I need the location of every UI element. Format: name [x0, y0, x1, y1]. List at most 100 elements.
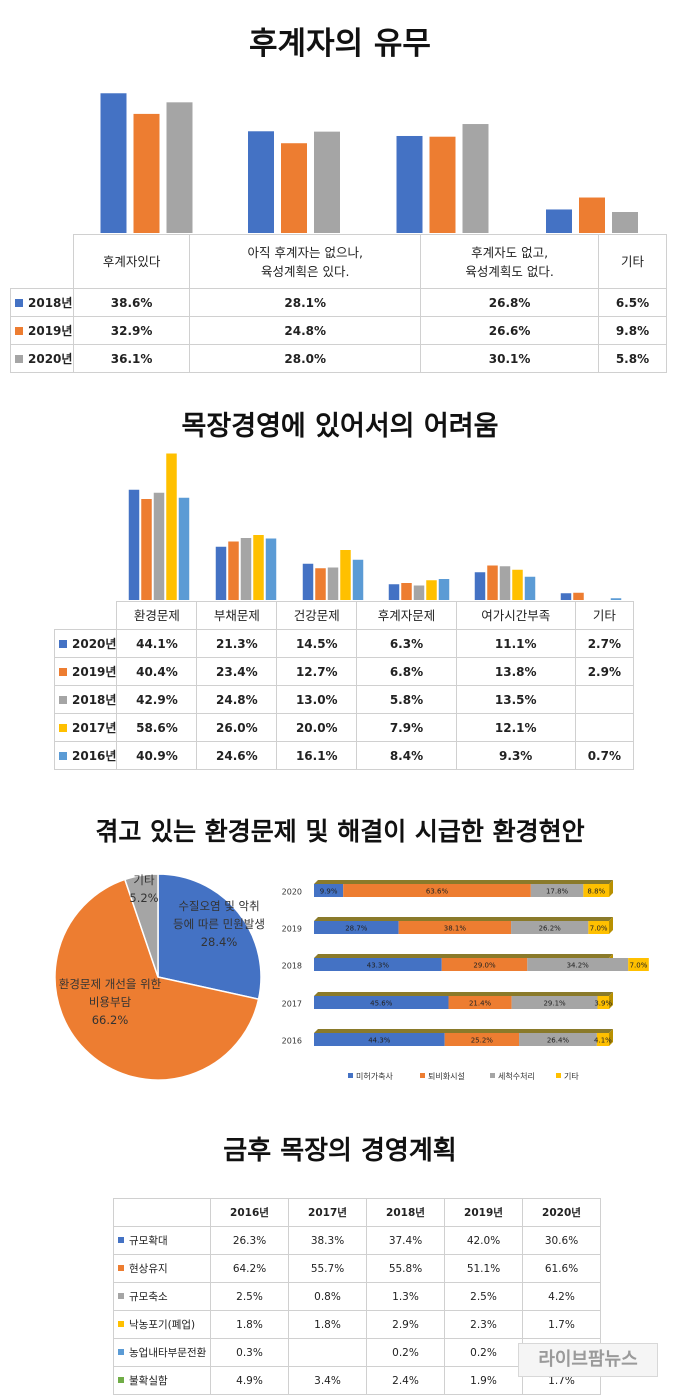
bar-2018년-0 — [153, 492, 165, 600]
chart3-area: 수질오염 및 악취 등에 따른 민원발생 28.4%환경문제 개선을 위한 비용부담 6… — [54, 873, 649, 1081]
bar-side-face — [609, 992, 613, 1009]
series-label: 2019년 — [10, 316, 74, 345]
legend-swatch — [15, 326, 23, 335]
legend-swatch — [348, 1073, 353, 1078]
table-row: 2016년 40.9% 24.6% 16.1% 8.4% 9.3% 0.7% — [53, 741, 635, 770]
bar-top-face — [314, 1029, 613, 1033]
bar-2016년-5 — [610, 598, 622, 600]
stack-seg-기타 — [597, 996, 609, 1009]
pie-label-2: 기타 5.2% — [129, 873, 158, 905]
value-cell: 1.8% — [210, 1310, 289, 1339]
category-label: 건강문제 — [276, 601, 358, 630]
value-cell: 6.3% — [356, 629, 457, 658]
value-cell: 11.1% — [455, 629, 576, 658]
value-cell: 44.1% — [116, 629, 198, 658]
stack-seg-label: 44.3% — [368, 1037, 391, 1045]
legend-swatch — [118, 1237, 124, 1243]
stack-seg-미허가축사 — [314, 921, 399, 934]
table-row: 현상유지 64.2% 55.7% 55.8% 51.1% 61.6% — [113, 1254, 601, 1283]
chart2-bars — [128, 453, 622, 600]
bar-2018년-1 — [248, 131, 274, 233]
bar-2020년-4 — [474, 572, 486, 600]
stack-seg-세척수처리 — [519, 1033, 597, 1046]
stack-seg-label: 8.8% — [587, 888, 605, 896]
legend-swatch — [118, 1321, 124, 1327]
value-cell: 26.6% — [420, 316, 599, 345]
value-cell: 30.6% — [522, 1226, 601, 1255]
value-cell: 0.8% — [288, 1282, 367, 1311]
bar-year-label: 2017 — [282, 1000, 302, 1009]
value-cell: 0.2% — [366, 1338, 445, 1367]
table-row: 2018년 38.6% 28.1% 26.8% 6.5% — [10, 288, 668, 317]
stack-seg-label: 26.4% — [547, 1037, 570, 1045]
table-row: 2019년 32.9% 24.8% 26.6% 9.8% — [10, 316, 668, 345]
value-cell: 26.3% — [210, 1226, 289, 1255]
stack-seg-label: 29.1% — [543, 1000, 566, 1008]
value-cell: 23.4% — [196, 657, 278, 686]
stack-seg-기타 — [583, 884, 610, 897]
value-cell: 2.9% — [366, 1310, 445, 1339]
stack-seg-label: 25.2% — [471, 1037, 494, 1045]
value-cell: 12.7% — [276, 657, 358, 686]
table-row: 규모축소 2.5% 0.8% 1.3% 2.5% 4.2% — [113, 1282, 601, 1311]
bar-2016년-3 — [438, 579, 450, 600]
bar-top-face — [314, 917, 613, 921]
value-cell: 5.8% — [597, 344, 668, 373]
value-cell: 0.2% — [444, 1338, 523, 1367]
stack-seg-label: 17.8% — [546, 888, 569, 896]
table-row: 낙농포기(폐업) 1.8% 1.8% 2.9% 2.3% 1.7% — [113, 1310, 601, 1339]
bar-2019년-1 — [228, 541, 239, 600]
bar-2019년-3 — [401, 583, 412, 600]
legend-swatch — [420, 1073, 425, 1078]
stack-seg-퇴비화시설 — [448, 996, 512, 1009]
stack-seg-미허가축사 — [314, 958, 442, 971]
value-cell: 7.9% — [356, 713, 457, 742]
bar-2016년-2 — [352, 559, 364, 600]
value-cell: 5.8% — [356, 685, 457, 714]
category-label: 기타 — [597, 234, 668, 289]
table-row: 불확실함 4.9% 3.4% 2.4% 1.9% 1.7% — [113, 1366, 601, 1395]
row-label: 규모확대 — [113, 1226, 211, 1255]
bar-2019년-3 — [579, 197, 605, 233]
column-header: 2018년 — [366, 1198, 445, 1227]
legend-swatch — [118, 1293, 124, 1299]
category-label: 후계자있다 — [72, 234, 191, 289]
bar-2020년-2 — [462, 124, 489, 233]
value-cell: 26.8% — [420, 288, 599, 317]
bar-2017년-4 — [512, 569, 523, 600]
value-cell: 40.4% — [116, 657, 198, 686]
table-row: 2020년 44.1% 21.3% 14.5% 6.3% 11.1% 2.7% — [53, 629, 635, 658]
row-label: 규모축소 — [113, 1282, 211, 1311]
legend-swatch — [118, 1265, 124, 1271]
value-cell — [288, 1338, 367, 1367]
column-header: 2020년 — [522, 1198, 601, 1227]
legend-swatch — [118, 1377, 124, 1383]
value-cell: 61.6% — [522, 1254, 601, 1283]
series-label: 2017년 — [53, 713, 118, 742]
bar-2018년-1 — [240, 538, 252, 600]
bar-2020년-0 — [128, 489, 140, 600]
stack-seg-label: 45.6% — [370, 1000, 393, 1008]
stack-seg-퇴비화시설 — [441, 958, 528, 971]
category-label: 환경문제 — [116, 601, 198, 630]
series-label: 2016년 — [53, 741, 118, 770]
pie-label-0: 수질오염 및 악취 등에 따른 민원발생 28.4% — [173, 899, 265, 949]
legend-swatch — [15, 354, 23, 363]
value-cell: 40.9% — [116, 741, 198, 770]
legend-swatch — [59, 639, 67, 648]
value-cell: 20.0% — [276, 713, 358, 742]
value-cell: 28.1% — [189, 288, 422, 317]
legend-label: 미허가축사 — [356, 1072, 393, 1081]
value-cell: 38.3% — [288, 1226, 367, 1255]
bar-2019년-5 — [573, 592, 584, 600]
legend-swatch — [490, 1073, 495, 1078]
value-cell: 42.0% — [444, 1226, 523, 1255]
category-label: 후계자도 없고, 육성계획도 없다. — [420, 234, 599, 289]
legend-swatch — [15, 298, 23, 307]
chart1-bars — [100, 93, 638, 234]
stack-seg-기타 — [588, 921, 609, 934]
table-header-row: 후계자있다 아직 후계자는 없으나, 육성계획은 있다. 후계자도 없고, 육성계획도 … — [11, 234, 668, 289]
value-cell: 13.5% — [455, 685, 576, 714]
stack-seg-기타 — [628, 958, 649, 971]
legend-swatch — [59, 751, 67, 760]
